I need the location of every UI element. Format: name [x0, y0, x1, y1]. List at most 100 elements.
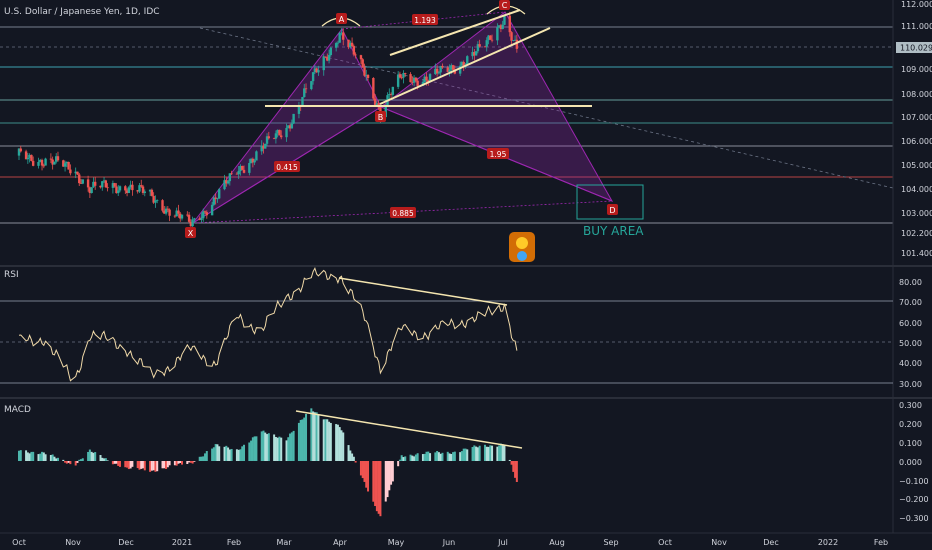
candle [315, 67, 318, 73]
candle-body [292, 113, 295, 124]
candle [205, 210, 209, 219]
emoji-wave-icon[interactable] [517, 251, 527, 261]
macd-bar [230, 448, 233, 461]
candle-body [65, 161, 69, 164]
macd-bar [338, 427, 341, 461]
candle [336, 40, 340, 47]
macd-bar [186, 461, 189, 465]
candle-body [180, 214, 184, 219]
candle-body [489, 35, 492, 40]
candle-body [437, 72, 441, 74]
price-tick-0: 112.000 [901, 0, 932, 9]
candle-body [278, 129, 281, 136]
macd-bar [290, 432, 293, 461]
macd-bar [81, 458, 84, 461]
chart-title: U.S. Dollar / Japanese Yen, 1D, IDC [4, 7, 160, 17]
candle-body [400, 77, 403, 79]
candle [81, 179, 84, 185]
candle-body [490, 39, 494, 41]
rsi-divergence-line [338, 277, 508, 306]
candle [37, 157, 40, 169]
macd-bar [28, 453, 31, 461]
emoji-face-icon[interactable] [516, 237, 528, 249]
candle [297, 101, 301, 119]
candle-body [111, 183, 115, 188]
candle [366, 74, 370, 81]
macd-bar [436, 451, 439, 461]
candle-body [439, 65, 442, 73]
macd-bar [452, 452, 455, 461]
candle-body [168, 209, 171, 216]
candle [239, 164, 242, 176]
macd-bar [280, 437, 283, 461]
candle [313, 65, 317, 74]
macd-bar [285, 440, 288, 461]
candle-body [138, 185, 141, 192]
macd-bar [198, 456, 201, 461]
candle [280, 130, 283, 140]
candle-body [212, 197, 216, 205]
macd-bar [92, 452, 95, 461]
macd-bar [152, 461, 155, 471]
macd-bar [126, 461, 129, 468]
macd-bar [243, 444, 246, 461]
macd-bar [425, 451, 428, 461]
macd-bar [478, 445, 481, 461]
price-levels [0, 26, 894, 224]
macd-bar [30, 451, 33, 461]
rsi-tick-80: 80.00 [899, 278, 922, 287]
candle-body [225, 180, 228, 184]
candle-body [373, 98, 377, 105]
candle [124, 185, 127, 195]
pattern-labels: A B C D X 1.193 0.415 1.95 0.885 BUY ARE… [185, 0, 644, 238]
candle-body [311, 72, 315, 82]
candle-body [175, 210, 178, 217]
macd-bar [18, 450, 20, 461]
macd-bar [437, 452, 440, 461]
candle [361, 58, 364, 68]
candle-body [26, 157, 30, 160]
macd-label: MACD [4, 405, 31, 415]
emoji-badge[interactable] [509, 232, 535, 262]
macd-bar [374, 461, 377, 507]
price-tick-10: 102.200 [901, 229, 932, 238]
candle-body [375, 103, 379, 105]
macd-bar [476, 447, 479, 461]
candle [118, 185, 122, 193]
candle-body [88, 187, 92, 194]
candle [26, 152, 30, 164]
macd-bar [375, 461, 378, 512]
candle-body [326, 56, 329, 61]
macd-bar [388, 461, 391, 491]
candle-body [441, 65, 444, 68]
candle-body [290, 123, 294, 129]
macd-bar [363, 461, 366, 482]
macd-bar [434, 452, 437, 461]
candle-body [336, 42, 340, 44]
candle-body [150, 189, 154, 196]
candle-body [512, 40, 515, 42]
candle-body [104, 180, 108, 188]
candle-body [260, 145, 263, 152]
candle [414, 76, 418, 83]
candle-body [127, 187, 131, 194]
candle-body [90, 187, 93, 194]
candle-body [177, 210, 180, 214]
macd-bar [317, 414, 320, 461]
candle [334, 41, 338, 52]
macd-bar [310, 408, 313, 461]
candle [349, 40, 352, 49]
candle [17, 148, 21, 160]
macd-bar [267, 433, 270, 461]
macd-bar [104, 458, 107, 461]
candle [31, 156, 35, 167]
candle [448, 64, 451, 77]
x-axis: Oct Nov Dec 2021 Feb Mar Apr May Jun Jul… [0, 532, 932, 547]
candle-body [39, 159, 42, 162]
candle [226, 180, 230, 185]
candle-body [251, 158, 255, 163]
candle [136, 189, 139, 194]
ratio-xb-label: 0.415 [276, 163, 298, 172]
candle [127, 186, 131, 194]
macd-bar [131, 461, 134, 467]
